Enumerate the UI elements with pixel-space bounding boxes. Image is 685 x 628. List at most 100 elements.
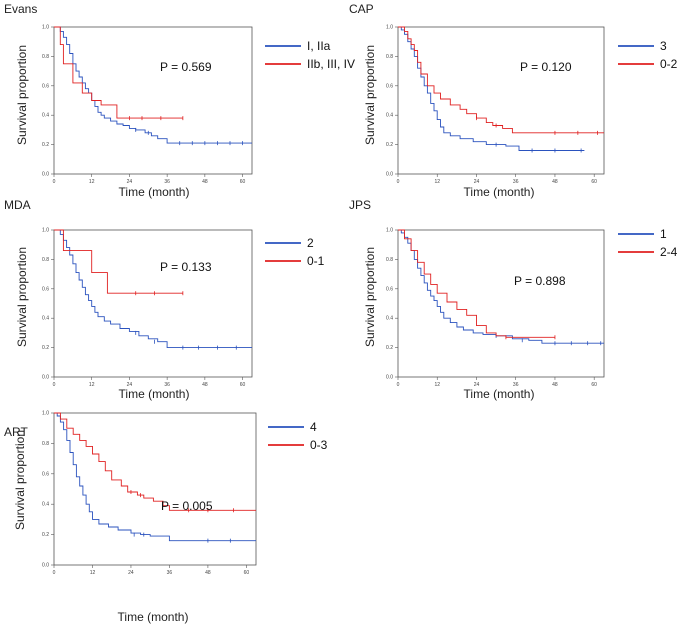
y-tick-label: 0.8: [42, 257, 49, 263]
y-tick-label: 0.4: [386, 316, 393, 322]
x-tick-label: 12: [89, 179, 95, 185]
legend-label: I, IIa: [307, 39, 331, 53]
survival-curve-red: [398, 26, 604, 134]
x-tick-label: 24: [474, 179, 480, 185]
y-tick-label: 0.2: [42, 532, 49, 538]
legend: 20-1: [265, 236, 325, 268]
y-tick-label: 0.4: [42, 502, 49, 508]
p-value-annotation: P = 0.133: [160, 260, 212, 274]
survival-curve-red: [54, 229, 183, 294]
y-tick-label: 0.4: [42, 113, 49, 119]
x-tick-label: 12: [434, 179, 440, 185]
y-tick-label: 0.4: [42, 316, 49, 322]
legend-label: 0-2: [660, 57, 678, 71]
legend: 40-3: [268, 420, 328, 452]
panel-title: CAP: [349, 2, 374, 16]
x-tick-label: 0: [53, 179, 56, 185]
x-tick-label: 48: [552, 382, 558, 388]
p-value-annotation: P = 0.120: [520, 60, 572, 74]
plot-frame: [397, 26, 605, 175]
x-tick-label: 0: [397, 382, 400, 388]
x-tick-label: 12: [89, 382, 95, 388]
x-tick-label: 12: [90, 570, 96, 576]
y-tick-label: 1.0: [42, 25, 49, 31]
y-axis-label: Survival proportion: [15, 45, 29, 145]
x-axis-label: Time (month): [464, 185, 535, 199]
y-tick-label: 1.0: [386, 228, 393, 234]
x-tick-label: 36: [167, 570, 173, 576]
plot-frame: [53, 26, 253, 175]
x-tick-label: 36: [164, 179, 170, 185]
km-panel-art: ART 0.0 0.2 0.4 0.6 0.8 1.0 0 12 24 36 48 60 Time (mo…: [4, 411, 328, 625]
y-tick-label: 1.0: [386, 25, 393, 31]
legend-label: 1: [660, 227, 667, 241]
x-tick-label: 0: [53, 570, 56, 576]
x-axis-label: Time (month): [119, 387, 190, 401]
x-tick-label: 24: [127, 179, 133, 185]
y-tick-label: 0.0: [386, 375, 393, 381]
legend: 30-2: [618, 39, 678, 71]
survival-curve-blue: [54, 229, 252, 349]
survival-curve-blue: [398, 229, 604, 344]
x-tick-label: 48: [552, 179, 558, 185]
y-tick-label: 0.6: [42, 471, 49, 477]
y-axis-label: Survival proportion: [363, 247, 377, 347]
survival-curve-blue: [54, 412, 256, 542]
x-tick-label: 12: [434, 382, 440, 388]
y-tick-label: 0.0: [42, 172, 49, 178]
km-panel-evans: Evans 0.0 0.2 0.4 0.6 0.8 1.0 0 12 24 36 48 60 Time (…: [4, 2, 355, 199]
p-value-annotation: P = 0.005: [161, 499, 213, 513]
plot-frame: [53, 412, 257, 566]
y-axis-label: Survival proportion: [15, 247, 29, 347]
y-tick-label: 0.2: [42, 142, 49, 148]
x-axis-label: Time (month): [464, 387, 535, 401]
panel-title: MDA: [4, 198, 31, 212]
x-tick-label: 36: [513, 179, 519, 185]
p-value-annotation: P = 0.898: [514, 274, 566, 288]
y-tick-label: 0.8: [386, 54, 393, 60]
y-tick-label: 0.0: [42, 563, 49, 569]
y-tick-label: 0.0: [386, 172, 393, 178]
legend-label: 2: [307, 236, 314, 250]
panel-title: ART: [4, 425, 28, 439]
legend-label: 0-3: [310, 438, 328, 452]
y-tick-label: 0.4: [386, 113, 393, 119]
y-tick-label: 1.0: [42, 411, 49, 417]
y-tick-label: 0.6: [42, 286, 49, 292]
y-tick-label: 0.6: [42, 83, 49, 89]
x-axis-label: Time (month): [118, 610, 189, 624]
legend-label: 4: [310, 420, 317, 434]
y-tick-label: 0.6: [386, 286, 393, 292]
panel-title: JPS: [349, 198, 371, 212]
y-tick-label: 0.6: [386, 83, 393, 89]
legend-label: IIb, III, IV: [307, 57, 355, 71]
p-value-annotation: P = 0.569: [160, 60, 212, 74]
km-panel-cap: CAP 0.0 0.2 0.4 0.6 0.8 1.0 0 12 24 36 48 60 Time (mo…: [349, 2, 678, 199]
x-tick-label: 24: [128, 570, 134, 576]
x-axis-label: Time (month): [119, 185, 190, 199]
y-tick-label: 0.8: [42, 441, 49, 447]
y-tick-label: 0.8: [386, 257, 393, 263]
x-tick-label: 36: [513, 382, 519, 388]
y-tick-label: 0.2: [386, 142, 393, 148]
survival-curve-red: [54, 412, 256, 511]
x-tick-label: 60: [591, 382, 597, 388]
y-axis-label: Survival proportion: [13, 430, 27, 530]
x-tick-label: 48: [202, 382, 208, 388]
survival-curve-red: [398, 229, 555, 338]
y-tick-label: 1.0: [42, 228, 49, 234]
y-axis-label: Survival proportion: [363, 45, 377, 145]
x-tick-label: 60: [240, 179, 246, 185]
legend-label: 2-4: [660, 245, 678, 259]
legend-label: 0-1: [307, 254, 325, 268]
x-tick-label: 48: [202, 179, 208, 185]
y-tick-label: 0.8: [42, 54, 49, 60]
x-tick-label: 0: [53, 382, 56, 388]
y-tick-label: 0.2: [42, 345, 49, 351]
x-tick-label: 24: [127, 382, 133, 388]
x-tick-label: 36: [164, 382, 170, 388]
y-tick-label: 0.0: [42, 375, 49, 381]
legend: 12-4: [618, 227, 678, 259]
plot-frame: [397, 229, 605, 378]
